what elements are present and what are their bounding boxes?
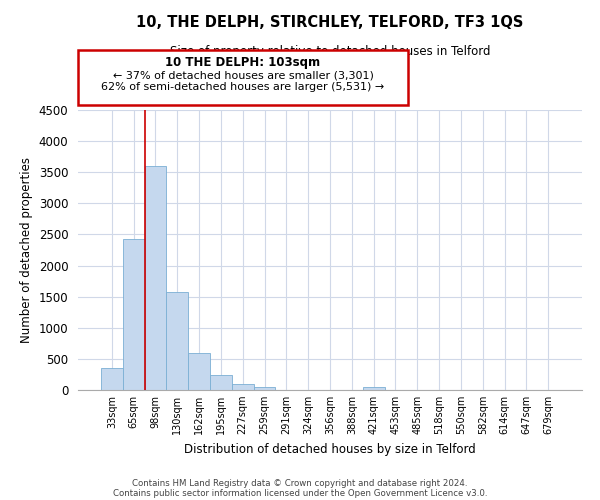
Text: 10 THE DELPH: 103sqm: 10 THE DELPH: 103sqm — [166, 56, 320, 69]
X-axis label: Distribution of detached houses by size in Telford: Distribution of detached houses by size … — [184, 442, 476, 456]
Bar — [123, 239, 145, 390]
Bar — [210, 375, 232, 390]
Bar — [232, 384, 254, 390]
Bar — [145, 166, 166, 390]
Text: Size of property relative to detached houses in Telford: Size of property relative to detached ho… — [170, 45, 490, 58]
Bar — [188, 352, 210, 390]
Text: 10, THE DELPH, STIRCHLEY, TELFORD, TF3 1QS: 10, THE DELPH, STIRCHLEY, TELFORD, TF3 1… — [136, 15, 524, 30]
Y-axis label: Number of detached properties: Number of detached properties — [20, 157, 33, 343]
Text: ← 37% of detached houses are smaller (3,301): ← 37% of detached houses are smaller (3,… — [113, 70, 373, 80]
Bar — [254, 386, 275, 390]
Bar — [101, 368, 123, 390]
Text: 62% of semi-detached houses are larger (5,531) →: 62% of semi-detached houses are larger (… — [101, 82, 385, 92]
Bar — [363, 386, 385, 390]
Text: Contains public sector information licensed under the Open Government Licence v3: Contains public sector information licen… — [113, 488, 487, 498]
Text: Contains HM Land Registry data © Crown copyright and database right 2024.: Contains HM Land Registry data © Crown c… — [132, 478, 468, 488]
Bar — [166, 292, 188, 390]
